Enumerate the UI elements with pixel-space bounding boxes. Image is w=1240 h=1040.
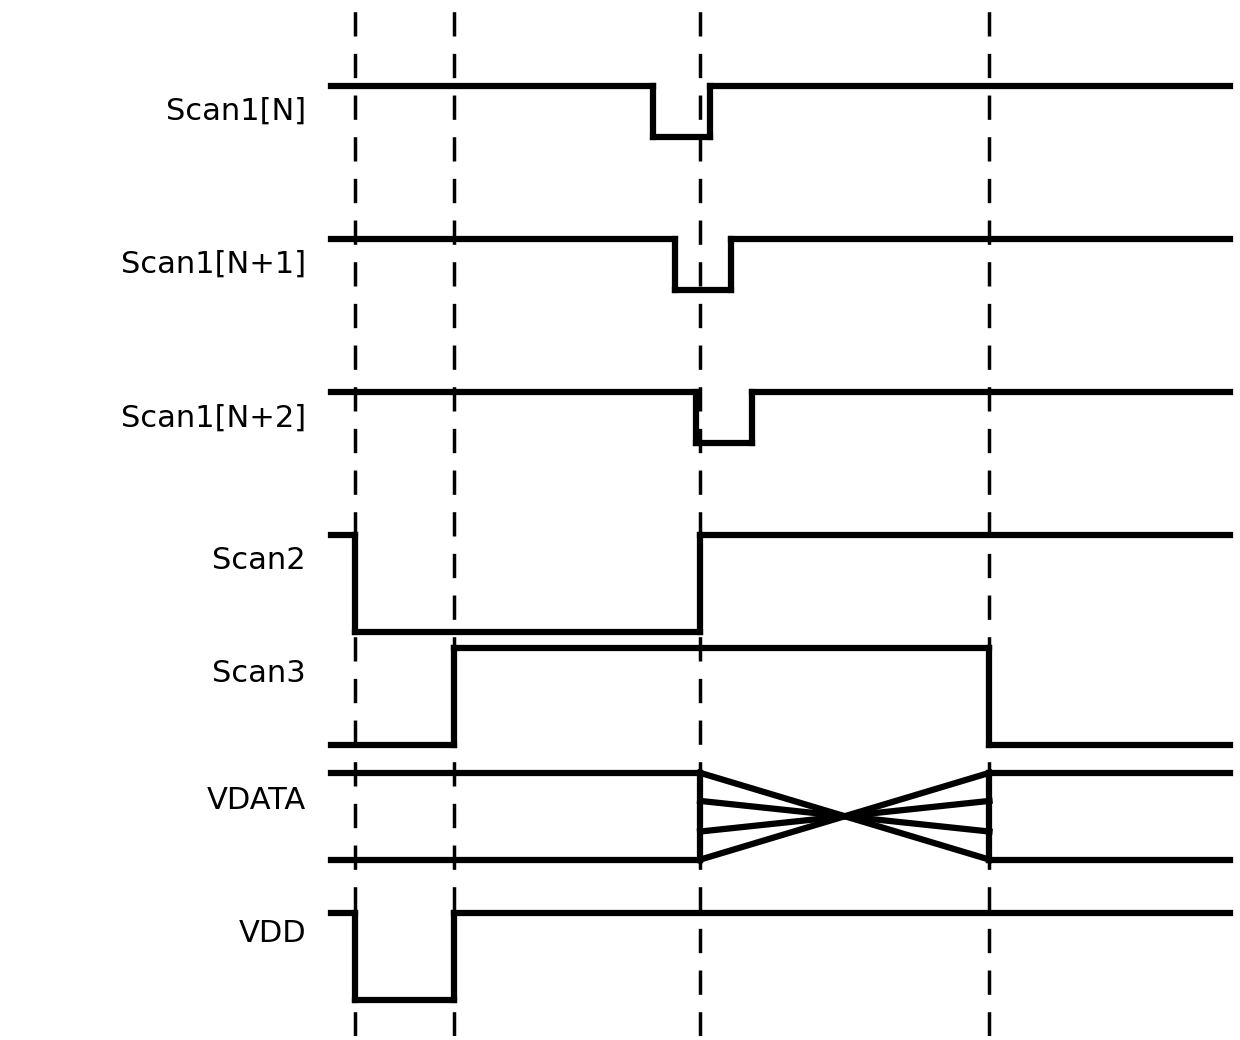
Text: Scan2: Scan2 (212, 546, 306, 575)
Text: Scan1[N]: Scan1[N] (166, 97, 306, 126)
Text: Scan1[N+2]: Scan1[N+2] (120, 404, 306, 433)
Text: Scan1[N+1]: Scan1[N+1] (120, 251, 306, 279)
Text: VDATA: VDATA (207, 786, 306, 815)
Text: Scan3: Scan3 (212, 658, 306, 687)
Text: VDD: VDD (238, 919, 306, 948)
